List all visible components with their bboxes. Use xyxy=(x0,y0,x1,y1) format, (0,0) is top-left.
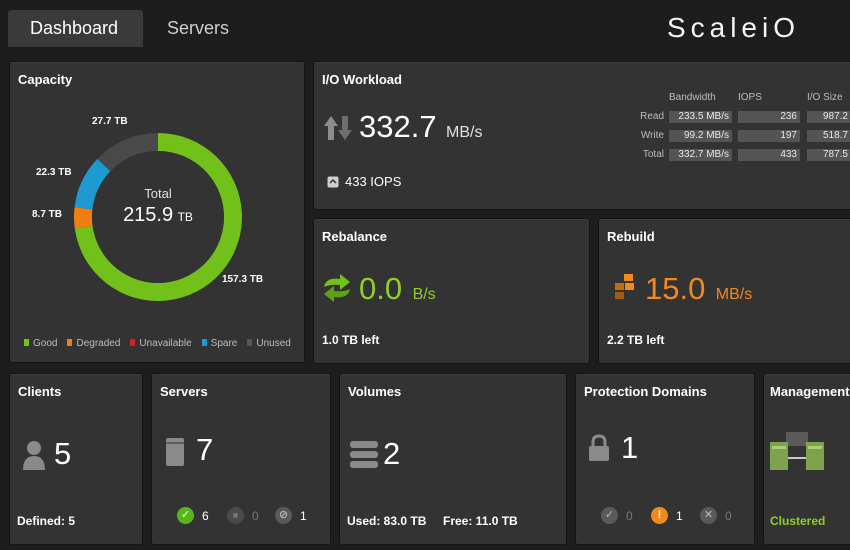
volumes-count: 2 xyxy=(383,436,401,471)
warning-circle-icon: ! xyxy=(651,507,668,524)
rebalance-left: 1.0 TB left xyxy=(322,333,380,347)
rebalance-panel: Rebalance 0.0 B/s 1.0 TB left xyxy=(313,218,590,364)
protection-domains-title: Protection Domains xyxy=(584,384,707,399)
legend-unavailable: Unavailable xyxy=(130,338,192,349)
protection-warning-count: 1 xyxy=(676,509,683,523)
servers-degraded-count: 0 xyxy=(252,509,259,523)
protection-error-count: 0 xyxy=(725,509,732,523)
total-iops: 433 xyxy=(738,149,800,161)
label-good: 157.3 TB xyxy=(222,274,264,285)
servers-ok-count: 6 xyxy=(202,509,209,523)
volumes-stack-icon xyxy=(350,441,378,468)
user-icon xyxy=(23,441,45,470)
clients-panel: Clients 5 Defined: 5 xyxy=(9,373,143,545)
row-label-write: Write xyxy=(640,130,664,141)
clients-title: Clients xyxy=(18,384,62,399)
rebuild-title: Rebuild xyxy=(607,229,655,244)
degraded-server-icon: ■ xyxy=(227,507,244,524)
total-bandwidth: 332.7 MB/s xyxy=(669,149,732,161)
rebuild-left: 2.2 TB left xyxy=(607,333,665,347)
donut-slice-spare xyxy=(74,158,111,210)
legend-degraded: Degraded xyxy=(67,338,120,349)
rebuild-rate: 15.0 MB/s xyxy=(645,271,752,307)
protection-domains-panel: Protection Domains 1 ✓ 0 ! 1 ✕ 0 xyxy=(575,373,755,545)
servers-title: Servers xyxy=(160,384,208,399)
io-bandwidth-unit: MB/s xyxy=(446,124,483,141)
capacity-total-unit: TB xyxy=(177,210,193,224)
label-degraded: 8.7 TB xyxy=(32,209,63,220)
servers-panel: Servers 7 ✓ 6 ■ 0 ⊘ 1 xyxy=(151,373,331,545)
capacity-total-number: 215.9 xyxy=(123,204,174,226)
label-unused: 27.7 TB xyxy=(92,116,128,127)
io-bandwidth-value: 332.7 xyxy=(359,109,437,144)
protection-domains-count: 1 xyxy=(621,430,639,465)
rebuild-panel: Rebuild 15.0 MB/s 2.2 TB left xyxy=(598,218,850,364)
lock-icon xyxy=(589,434,609,461)
capacity-title: Capacity xyxy=(18,72,73,87)
rebalance-rate-value: 0.0 xyxy=(359,271,403,306)
io-workload-panel: I/O Workload 332.7 MB/s 433 IOPS Bandwid… xyxy=(313,61,850,210)
donut-slice-degraded xyxy=(74,207,93,229)
brand-logo: ScaleiO xyxy=(666,12,800,43)
donut-hole xyxy=(92,151,224,283)
capacity-donut-chart xyxy=(74,133,242,301)
col-header-io-size: I/O Size xyxy=(807,92,843,103)
servers-count: 7 xyxy=(196,432,214,467)
row-label-read: Read xyxy=(640,111,664,122)
rebalance-rate-unit: B/s xyxy=(412,286,436,303)
capacity-panel: Capacity Total 215.9 TB 27.7 TB 22.3 TB … xyxy=(9,61,305,363)
rebalance-title: Rebalance xyxy=(322,229,388,244)
io-bandwidth: 332.7 MB/s xyxy=(359,109,482,145)
write-iops: 197 xyxy=(738,130,800,142)
io-title: I/O Workload xyxy=(322,72,402,87)
clients-count: 5 xyxy=(54,436,72,471)
capacity-total-label: Total xyxy=(144,186,172,201)
clients-defined: Defined: 5 xyxy=(17,514,76,528)
col-header-bandwidth: Bandwidth xyxy=(669,92,716,103)
rebalance-rate: 0.0 B/s xyxy=(359,271,436,307)
write-bandwidth: 99.2 MB/s xyxy=(669,130,732,142)
protection-ok-count: 0 xyxy=(626,509,633,523)
capacity-total-value: 215.9 TB xyxy=(106,204,210,227)
legend-good: Good xyxy=(24,338,57,349)
up-down-arrows-icon xyxy=(324,116,352,140)
rebuild-blocks-icon xyxy=(615,274,634,299)
server-icon xyxy=(166,438,184,466)
iops-icon xyxy=(327,176,339,188)
ok-circle-icon: ✓ xyxy=(601,507,618,524)
tab-dashboard[interactable]: Dashboard xyxy=(8,10,143,47)
management-panel: Management Clustered xyxy=(763,373,850,545)
legend-unused: Unused xyxy=(247,338,291,349)
management-status: Clustered xyxy=(770,514,826,528)
legend-spare: Spare xyxy=(201,338,237,349)
rebuild-rate-unit: MB/s xyxy=(715,286,753,303)
col-header-iops: IOPS xyxy=(738,92,762,103)
donut-slice-unused xyxy=(97,133,158,172)
error-circle-icon: ✕ xyxy=(700,507,717,524)
read-bandwidth: 233.5 MB/s xyxy=(669,111,732,123)
rebalance-arrows-icon xyxy=(324,274,350,302)
rebuild-rate-value: 15.0 xyxy=(645,271,706,306)
row-label-total: Total xyxy=(642,149,664,160)
failed-server-icon: ⊘ xyxy=(275,507,292,524)
read-io-size: 987.2 xyxy=(807,111,850,123)
check-circle-icon: ✓ xyxy=(177,507,194,524)
tab-servers[interactable]: Servers xyxy=(167,18,230,38)
volumes-title: Volumes xyxy=(348,384,402,399)
management-title: Management xyxy=(770,384,850,399)
volumes-used: Used: 83.0 TB xyxy=(347,514,427,528)
cluster-servers-icon xyxy=(770,432,824,470)
io-iops-text: 433 IOPS xyxy=(345,174,402,189)
total-io-size: 787.5 xyxy=(807,149,850,161)
read-iops: 236 xyxy=(738,111,800,123)
servers-failed-count: 1 xyxy=(300,509,307,523)
write-io-size: 518.7 xyxy=(807,130,850,142)
volumes-panel: Volumes 2 Used: 83.0 TB Free: 11.0 TB xyxy=(339,373,567,545)
capacity-legend: Good Degraded Unavailable Spare Unused xyxy=(24,338,291,349)
label-spare: 22.3 TB xyxy=(36,167,72,178)
volumes-free: Free: 11.0 TB xyxy=(443,514,518,528)
